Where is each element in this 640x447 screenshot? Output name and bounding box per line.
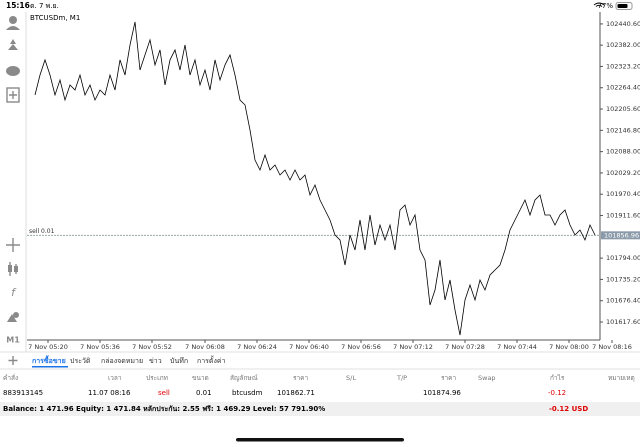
plot: 102440.60 102382.00 102323.20 102264.40 1022… bbox=[27, 20, 640, 351]
candle-body bbox=[8, 265, 12, 272]
tab[interactable]: การตั้งค่า bbox=[197, 354, 226, 365]
column-header: ขนาด bbox=[192, 374, 209, 382]
account-icon[interactable] bbox=[9, 16, 17, 24]
cell-time: 11.07 08:16 bbox=[88, 389, 131, 397]
tab-underline bbox=[32, 366, 68, 368]
y-tick-label: 101970.40 bbox=[606, 190, 640, 198]
column-header: กำไร bbox=[550, 374, 565, 382]
tab[interactable]: ข่าว bbox=[149, 357, 162, 365]
date: ต. 7 พ.ย. bbox=[30, 2, 59, 10]
footer-bg bbox=[0, 402, 640, 416]
cell-volume: 0.01 bbox=[196, 389, 212, 397]
y-tick-label: 102146.80 bbox=[606, 126, 640, 134]
tab[interactable]: บันทึก bbox=[170, 356, 188, 365]
x-tick-label: 7 Nov 05:20 bbox=[28, 343, 68, 351]
y-tick-label: 101676.40 bbox=[606, 297, 640, 305]
position-label: sell 0.01 bbox=[29, 228, 55, 235]
battery-level bbox=[617, 4, 628, 8]
column-header: คำสั่ง bbox=[3, 373, 18, 382]
battery-icon bbox=[615, 2, 633, 10]
y-tick-label: 102264.40 bbox=[606, 84, 640, 92]
column-header: T/P bbox=[396, 374, 407, 382]
add-button[interactable] bbox=[8, 356, 18, 365]
y-tick-label: 102088.00 bbox=[606, 148, 640, 156]
column-header: Swap bbox=[478, 374, 496, 382]
y-tick-label: 102029.20 bbox=[606, 169, 640, 177]
cell-open-price: 101862.71 bbox=[277, 389, 315, 397]
x-tick-label: 7 Nov 07:28 bbox=[445, 343, 485, 351]
column-header: ราคา bbox=[441, 374, 456, 382]
x-tick-label: 7 Nov 05:52 bbox=[132, 343, 172, 351]
tab-bar: การซื้อขาย ประวัติ กล่องจดหมาย ข่าว บันทึก กา… bbox=[32, 354, 226, 368]
y-tick-label: 102323.20 bbox=[606, 62, 640, 70]
x-tick-label: 7 Nov 06:08 bbox=[185, 343, 225, 351]
tab[interactable]: ประวัติ bbox=[70, 357, 91, 365]
candle-body bbox=[14, 266, 18, 272]
account-summary: Balance: 1 471.96 Equity: 1 471.84 หลักป… bbox=[3, 405, 325, 413]
x-tick-label: 7 Nov 07:44 bbox=[497, 343, 537, 351]
x-tick-label: 7 Nov 06:56 bbox=[341, 343, 381, 351]
cell-profit: -0.12 bbox=[548, 389, 566, 397]
new-order-plus bbox=[9, 91, 17, 99]
tab[interactable]: กล่องจดหมาย bbox=[101, 357, 143, 365]
cell-order[interactable]: 883913145 bbox=[3, 389, 43, 397]
y-tick-label: 101794.00 bbox=[606, 254, 640, 262]
column-header: เวลา bbox=[108, 374, 122, 382]
column-header: หมายเหตุ bbox=[608, 374, 635, 382]
wifi-icon bbox=[593, 2, 605, 7]
x-tick-label: 7 Nov 06:40 bbox=[289, 343, 329, 351]
column-header: S/L bbox=[346, 374, 356, 382]
crosshair-icon[interactable] bbox=[6, 238, 20, 252]
total-profit: -0.12 USD bbox=[549, 405, 588, 413]
battery-text: 77% bbox=[597, 2, 613, 10]
indicators-icon[interactable]: f bbox=[11, 286, 17, 299]
y-tick-label: 102382.00 bbox=[606, 41, 640, 49]
tab[interactable]: การซื้อขาย bbox=[32, 354, 66, 365]
column-header: ราคา bbox=[293, 374, 308, 382]
y-tick-label: 101911.60 bbox=[606, 212, 640, 220]
x-tick-label: 7 Nov 08:16 bbox=[592, 343, 632, 351]
column-header: สัญลักษณ์ bbox=[230, 374, 258, 382]
y-tick-label: 101735.20 bbox=[606, 275, 640, 283]
cell-symbol: btcusdm bbox=[232, 389, 263, 397]
x-tick-label: 7 Nov 08:00 bbox=[549, 343, 589, 351]
x-tick-label: 7 Nov 05:36 bbox=[80, 343, 120, 351]
cell-type: sell bbox=[158, 389, 170, 397]
chart-title: BTCUSDm, M1 bbox=[30, 14, 80, 22]
chat-icon[interactable] bbox=[6, 66, 20, 76]
objects-icon[interactable] bbox=[7, 314, 17, 322]
cell-current-price: 101874.96 bbox=[423, 389, 461, 397]
price-line bbox=[34, 21, 596, 336]
x-tick-label: 7 Nov 06:24 bbox=[237, 343, 277, 351]
account-icon-body bbox=[6, 26, 20, 30]
column-header: ประเภท bbox=[146, 374, 168, 382]
y-tick-label: 101617.60 bbox=[606, 318, 640, 326]
trade-table: คำสั่ง เวลา ประเภท ขนาด สัญลักษณ์ ราคา S/L T/P ร… bbox=[3, 373, 635, 397]
timeframe-button[interactable]: M1 bbox=[6, 336, 20, 345]
price-tag bbox=[601, 231, 640, 240]
new-order-icon[interactable] bbox=[6, 87, 20, 103]
price-tag-label: 101856.96 bbox=[604, 231, 639, 239]
clock: 15:16 bbox=[6, 1, 30, 10]
x-tick-label: 7 Nov 07:12 bbox=[393, 343, 433, 351]
y-tick-label: 102205.60 bbox=[606, 105, 640, 113]
home-indicator bbox=[236, 438, 404, 442]
y-tick-label: 102440.60 bbox=[606, 20, 640, 28]
objects-icon-circle bbox=[13, 312, 19, 318]
trade-icon[interactable] bbox=[8, 39, 18, 50]
